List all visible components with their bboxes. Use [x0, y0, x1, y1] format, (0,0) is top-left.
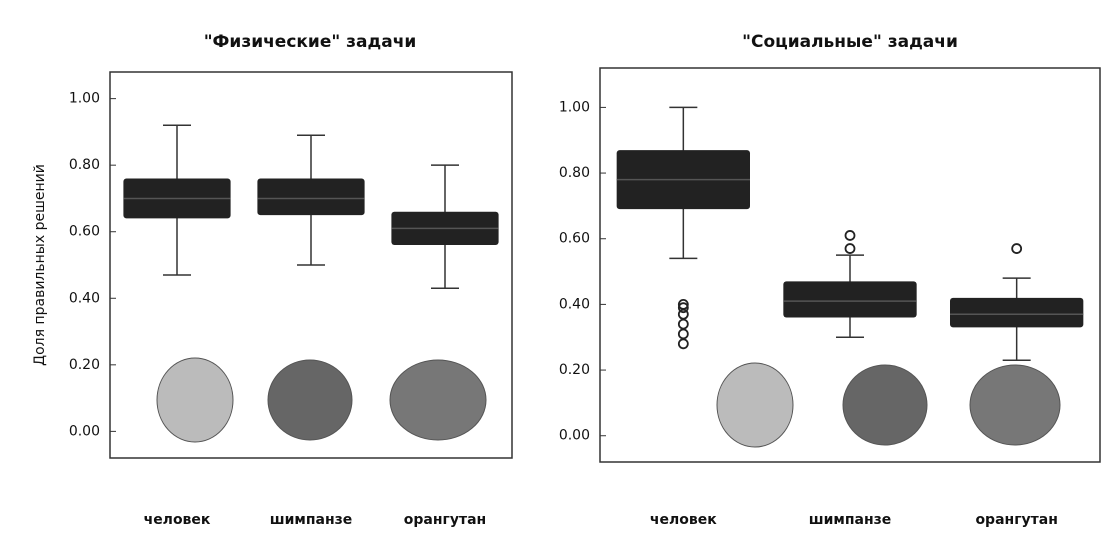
- face-sketch: [716, 362, 794, 448]
- face-sketch: [156, 357, 234, 443]
- box: [257, 178, 365, 216]
- y-tick-label: 0.20: [559, 362, 590, 378]
- x-tick-label: шимпанзе: [809, 512, 892, 528]
- y-tick-label: 0.00: [69, 423, 100, 439]
- y-tick-label: 1.00: [69, 91, 100, 107]
- chart-title: "Физические" задачи: [204, 32, 417, 52]
- outlier: [1011, 243, 1023, 254]
- box: [783, 281, 917, 318]
- outlier: [844, 243, 856, 254]
- y-tick-label: 1.00: [559, 99, 590, 115]
- face-sketch: [267, 359, 353, 441]
- face-sketch: [842, 364, 928, 446]
- y-tick-label: 0.00: [559, 428, 590, 444]
- x-tick-label: шимпанзе: [270, 512, 353, 528]
- plot-frame: [599, 67, 1101, 463]
- outlier: [677, 298, 689, 310]
- y-tick-label: 0.40: [69, 290, 100, 306]
- x-tick-label: человек: [144, 512, 211, 528]
- plot-frame: [109, 71, 513, 459]
- y-tick-label: 0.40: [559, 296, 590, 312]
- face-sketch: [389, 359, 487, 441]
- y-tick-label: 0.80: [559, 165, 590, 181]
- y-tick-label: 0.60: [69, 224, 100, 240]
- y-tick-label: 0.20: [69, 357, 100, 373]
- outlier: [677, 302, 689, 314]
- chart-title: "Социальные" задачи: [742, 32, 958, 52]
- y-tick-label: 0.80: [69, 157, 100, 173]
- x-tick-label: орангутан: [975, 512, 1057, 528]
- x-tick-label: орангутан: [404, 512, 486, 528]
- face-sketch: [969, 364, 1061, 446]
- y-axis-label: Доля правильных решений: [32, 164, 48, 366]
- x-tick-label: человек: [650, 512, 717, 528]
- box: [950, 297, 1084, 328]
- illustrations: [156, 357, 1061, 448]
- y-tick-label: 0.60: [559, 231, 590, 247]
- outlier: [844, 230, 856, 241]
